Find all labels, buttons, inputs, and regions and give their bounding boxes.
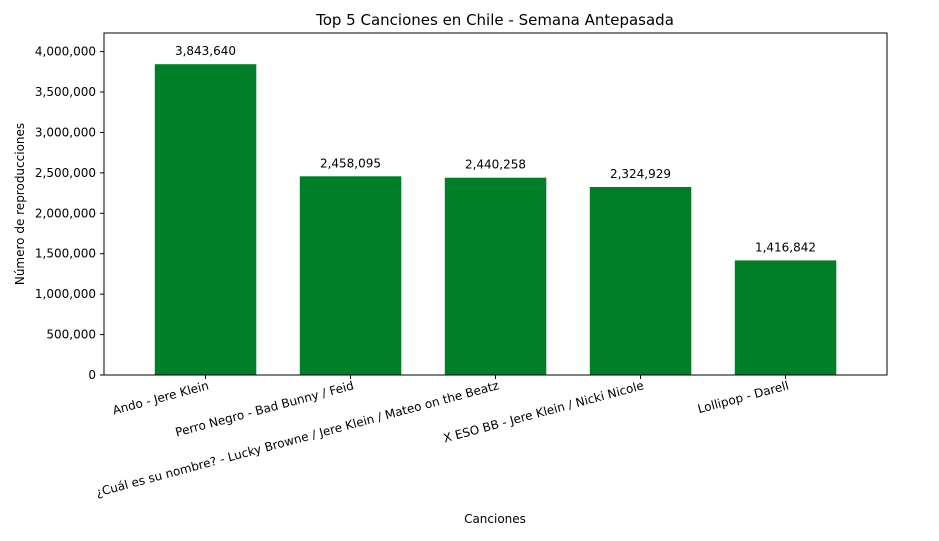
y-tick-label-5: 2,000,000 [35,206,96,220]
y-axis-label: Número de reproducciones [13,123,27,285]
data-label-5: 1,416,842 [755,240,816,254]
bar-4 [589,187,692,375]
x-tick-label-1: Ando - Jere Klein [111,378,210,417]
y-tick-label-9: 4,000,000 [35,45,96,59]
y-tick-label-7: 3,000,000 [35,125,96,139]
chart-title: Top 5 Canciones en Chile - Semana Antepa… [315,11,674,29]
y-tick-label-1: 0 [88,368,96,382]
bar-2 [299,176,402,375]
y-tick-label-4: 1,500,000 [35,247,96,261]
bar-1 [154,64,257,375]
y-tick-label-8: 3,500,000 [35,85,96,99]
x-axis-label: Canciones [464,512,526,526]
data-label-4: 2,324,929 [610,167,671,181]
data-label-3: 2,440,258 [465,158,526,172]
data-label-1: 3,843,640 [175,44,236,58]
bar-3 [444,177,547,375]
data-label-2: 2,458,095 [320,156,381,170]
bar-5 [734,260,837,375]
x-tick-label-5: Lollipop - Darell [696,378,790,416]
y-tick-label-3: 1,000,000 [35,287,96,301]
y-tick-label-2: 500,000 [46,328,96,342]
plot-frame [103,32,888,376]
y-tick-label-6: 2,500,000 [35,166,96,180]
